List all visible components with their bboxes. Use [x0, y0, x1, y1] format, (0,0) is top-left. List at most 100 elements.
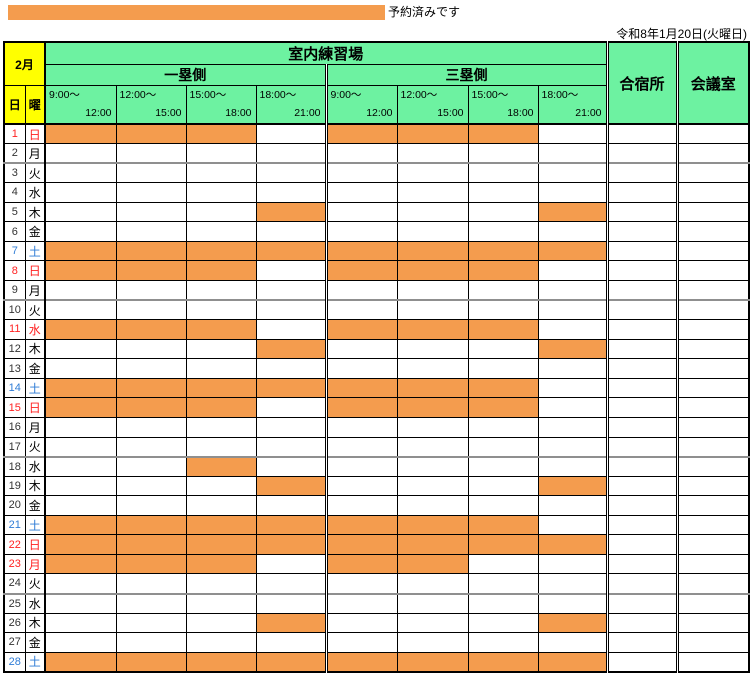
first-base-slot-cell[interactable]	[185, 280, 257, 301]
third-base-slot-cell[interactable]	[537, 260, 609, 281]
third-base-slot-cell[interactable]	[467, 514, 539, 536]
first-base-slot-cell[interactable]	[255, 143, 328, 164]
third-base-slot-cell[interactable]	[325, 260, 398, 281]
third-base-slot-cell[interactable]	[325, 201, 398, 223]
first-base-slot-cell[interactable]	[115, 338, 187, 360]
third-base-slot-cell[interactable]	[325, 143, 398, 164]
third-base-slot-cell[interactable]	[396, 592, 469, 614]
first-base-slot-cell[interactable]	[185, 632, 257, 653]
third-base-slot-cell[interactable]	[325, 436, 398, 458]
first-base-slot-cell[interactable]	[115, 280, 187, 301]
first-base-slot-cell[interactable]	[255, 514, 328, 536]
meeting-cell[interactable]	[676, 514, 750, 536]
first-base-slot-cell[interactable]	[255, 612, 328, 634]
first-base-slot-cell[interactable]	[115, 416, 187, 438]
meeting-cell[interactable]	[676, 280, 750, 301]
first-base-slot-cell[interactable]	[115, 377, 187, 399]
lodging-cell[interactable]	[606, 455, 679, 477]
third-base-slot-cell[interactable]	[396, 162, 469, 184]
first-base-slot-cell[interactable]	[44, 416, 117, 438]
meeting-cell[interactable]	[676, 299, 750, 321]
third-base-slot-cell[interactable]	[396, 514, 469, 536]
first-base-slot-cell[interactable]	[115, 221, 187, 242]
third-base-slot-cell[interactable]	[467, 455, 539, 477]
third-base-slot-cell[interactable]	[467, 632, 539, 653]
third-base-slot-cell[interactable]	[325, 632, 398, 653]
first-base-slot-cell[interactable]	[255, 495, 328, 516]
first-base-slot-cell[interactable]	[115, 592, 187, 614]
first-base-slot-cell[interactable]	[44, 123, 117, 145]
first-base-slot-cell[interactable]	[44, 201, 117, 223]
first-base-slot-cell[interactable]	[115, 201, 187, 223]
third-base-slot-cell[interactable]	[325, 455, 398, 477]
first-base-slot-cell[interactable]	[44, 553, 117, 575]
first-base-slot-cell[interactable]	[185, 377, 257, 399]
lodging-cell[interactable]	[606, 416, 679, 438]
meeting-cell[interactable]	[676, 455, 750, 477]
first-base-slot-cell[interactable]	[44, 358, 117, 379]
third-base-slot-cell[interactable]	[325, 553, 398, 575]
first-base-slot-cell[interactable]	[185, 475, 257, 497]
third-base-slot-cell[interactable]	[467, 436, 539, 458]
first-base-slot-cell[interactable]	[44, 534, 117, 555]
first-base-slot-cell[interactable]	[44, 338, 117, 360]
third-base-slot-cell[interactable]	[467, 612, 539, 634]
meeting-cell[interactable]	[676, 416, 750, 438]
third-base-slot-cell[interactable]	[396, 495, 469, 516]
meeting-cell[interactable]	[676, 358, 750, 379]
lodging-cell[interactable]	[606, 495, 679, 516]
third-base-slot-cell[interactable]	[537, 123, 609, 145]
third-base-slot-cell[interactable]	[396, 377, 469, 399]
third-base-slot-cell[interactable]	[467, 123, 539, 145]
first-base-slot-cell[interactable]	[44, 455, 117, 477]
third-base-slot-cell[interactable]	[325, 240, 398, 262]
third-base-slot-cell[interactable]	[325, 495, 398, 516]
third-base-slot-cell[interactable]	[325, 377, 398, 399]
third-base-slot-cell[interactable]	[537, 299, 609, 321]
meeting-cell[interactable]	[676, 475, 750, 497]
first-base-slot-cell[interactable]	[115, 182, 187, 203]
third-base-slot-cell[interactable]	[396, 358, 469, 379]
first-base-slot-cell[interactable]	[185, 416, 257, 438]
third-base-slot-cell[interactable]	[396, 553, 469, 575]
first-base-slot-cell[interactable]	[185, 397, 257, 418]
meeting-cell[interactable]	[676, 573, 750, 594]
first-base-slot-cell[interactable]	[185, 592, 257, 614]
lodging-cell[interactable]	[606, 123, 679, 145]
third-base-slot-cell[interactable]	[537, 651, 609, 673]
first-base-slot-cell[interactable]	[185, 436, 257, 458]
first-base-slot-cell[interactable]	[255, 280, 328, 301]
first-base-slot-cell[interactable]	[44, 240, 117, 262]
meeting-cell[interactable]	[676, 319, 750, 340]
third-base-slot-cell[interactable]	[396, 416, 469, 438]
first-base-slot-cell[interactable]	[44, 280, 117, 301]
third-base-slot-cell[interactable]	[396, 221, 469, 242]
first-base-slot-cell[interactable]	[44, 143, 117, 164]
first-base-slot-cell[interactable]	[255, 592, 328, 614]
third-base-slot-cell[interactable]	[396, 632, 469, 653]
third-base-slot-cell[interactable]	[325, 358, 398, 379]
third-base-slot-cell[interactable]	[467, 377, 539, 399]
first-base-slot-cell[interactable]	[115, 123, 187, 145]
lodging-cell[interactable]	[606, 162, 679, 184]
third-base-slot-cell[interactable]	[396, 397, 469, 418]
third-base-slot-cell[interactable]	[467, 240, 539, 262]
first-base-slot-cell[interactable]	[255, 534, 328, 555]
third-base-slot-cell[interactable]	[396, 182, 469, 203]
meeting-cell[interactable]	[676, 182, 750, 203]
first-base-slot-cell[interactable]	[115, 162, 187, 184]
first-base-slot-cell[interactable]	[255, 260, 328, 281]
first-base-slot-cell[interactable]	[185, 455, 257, 477]
third-base-slot-cell[interactable]	[396, 280, 469, 301]
lodging-cell[interactable]	[606, 240, 679, 262]
meeting-cell[interactable]	[676, 143, 750, 164]
first-base-slot-cell[interactable]	[185, 240, 257, 262]
third-base-slot-cell[interactable]	[325, 651, 398, 673]
first-base-slot-cell[interactable]	[185, 182, 257, 203]
third-base-slot-cell[interactable]	[325, 612, 398, 634]
first-base-slot-cell[interactable]	[44, 651, 117, 673]
first-base-slot-cell[interactable]	[115, 573, 187, 594]
first-base-slot-cell[interactable]	[44, 260, 117, 281]
third-base-slot-cell[interactable]	[537, 632, 609, 653]
third-base-slot-cell[interactable]	[537, 514, 609, 536]
